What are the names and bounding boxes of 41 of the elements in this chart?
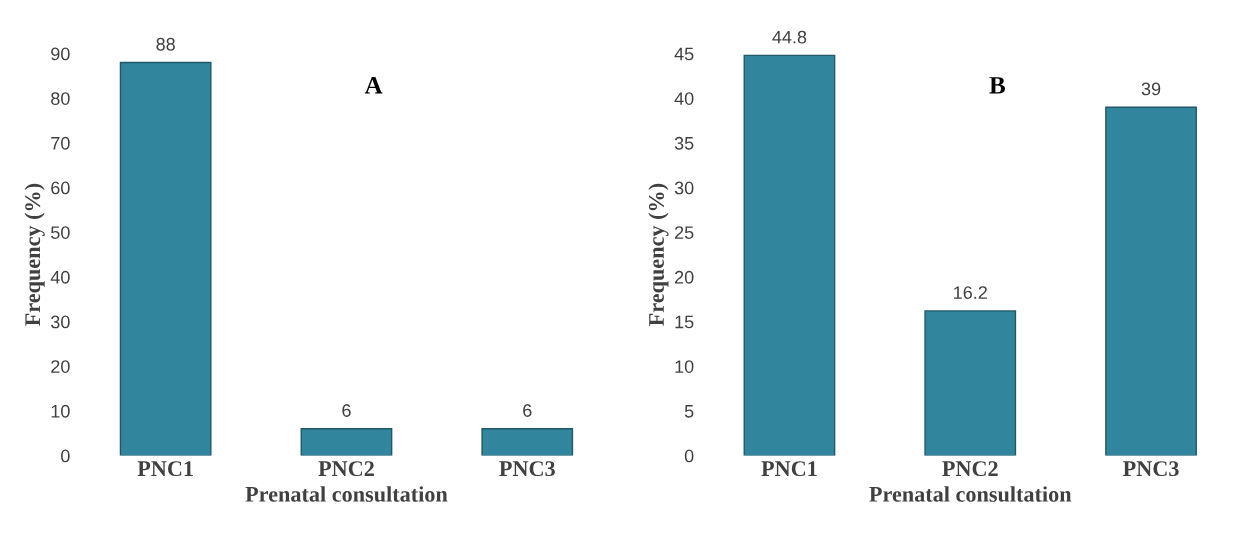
data-label: 39 [1141, 82, 1161, 96]
y-tick-label: 70 [51, 136, 70, 150]
data-label: 88 [156, 37, 175, 51]
data-label: 6 [523, 404, 532, 417]
y-tick-label: 20 [51, 360, 70, 373]
y-tick-label: 0 [684, 449, 694, 463]
y-tick-label: 30 [674, 181, 694, 195]
data-label: 16.2 [954, 286, 987, 299]
y-tick-label: 10 [675, 360, 694, 373]
bar [924, 310, 1017, 456]
x-axis-title: Prenatal consultation [869, 486, 1072, 502]
bar [1105, 106, 1197, 456]
y-tick-label: 80 [51, 92, 70, 105]
y-tick-label: 90 [51, 47, 70, 61]
data-label: 6 [342, 404, 351, 417]
y-tick-label: 50 [51, 226, 70, 239]
x-tick-label: PNC3 [499, 461, 555, 477]
text: B [989, 77, 1006, 94]
text: A [364, 77, 383, 94]
bar [743, 54, 836, 456]
y-tick-label: 25 [675, 226, 694, 239]
y-tick-label: 10 [51, 404, 70, 418]
x-tick-label: PNC1 [761, 461, 817, 477]
y-tick-label: 15 [675, 315, 694, 329]
y-tick-label: 35 [674, 136, 694, 150]
y-axis-title: Frequency (%) [648, 183, 669, 326]
x-tick-label: PNC1 [137, 461, 193, 477]
x-tick-label: PNC3 [1123, 461, 1179, 477]
data-label: 44.8 [772, 30, 807, 44]
y-tick-label: 40 [50, 270, 70, 284]
y-axis-title: Frequency (%) [24, 183, 45, 326]
y-tick-label: 30 [50, 315, 70, 329]
x-tick-label: PNC2 [318, 461, 374, 477]
y-tick-label: 20 [675, 270, 694, 284]
y-tick-label: 45 [674, 47, 694, 61]
x-axis-title: Prenatal consultation [245, 486, 448, 502]
y-tick-label: 60 [51, 181, 70, 195]
y-tick-label: 5 [684, 405, 694, 418]
x-tick-label: PNC2 [942, 461, 998, 477]
y-tick-label: 0 [61, 449, 70, 463]
y-tick-label: 40 [674, 92, 694, 105]
